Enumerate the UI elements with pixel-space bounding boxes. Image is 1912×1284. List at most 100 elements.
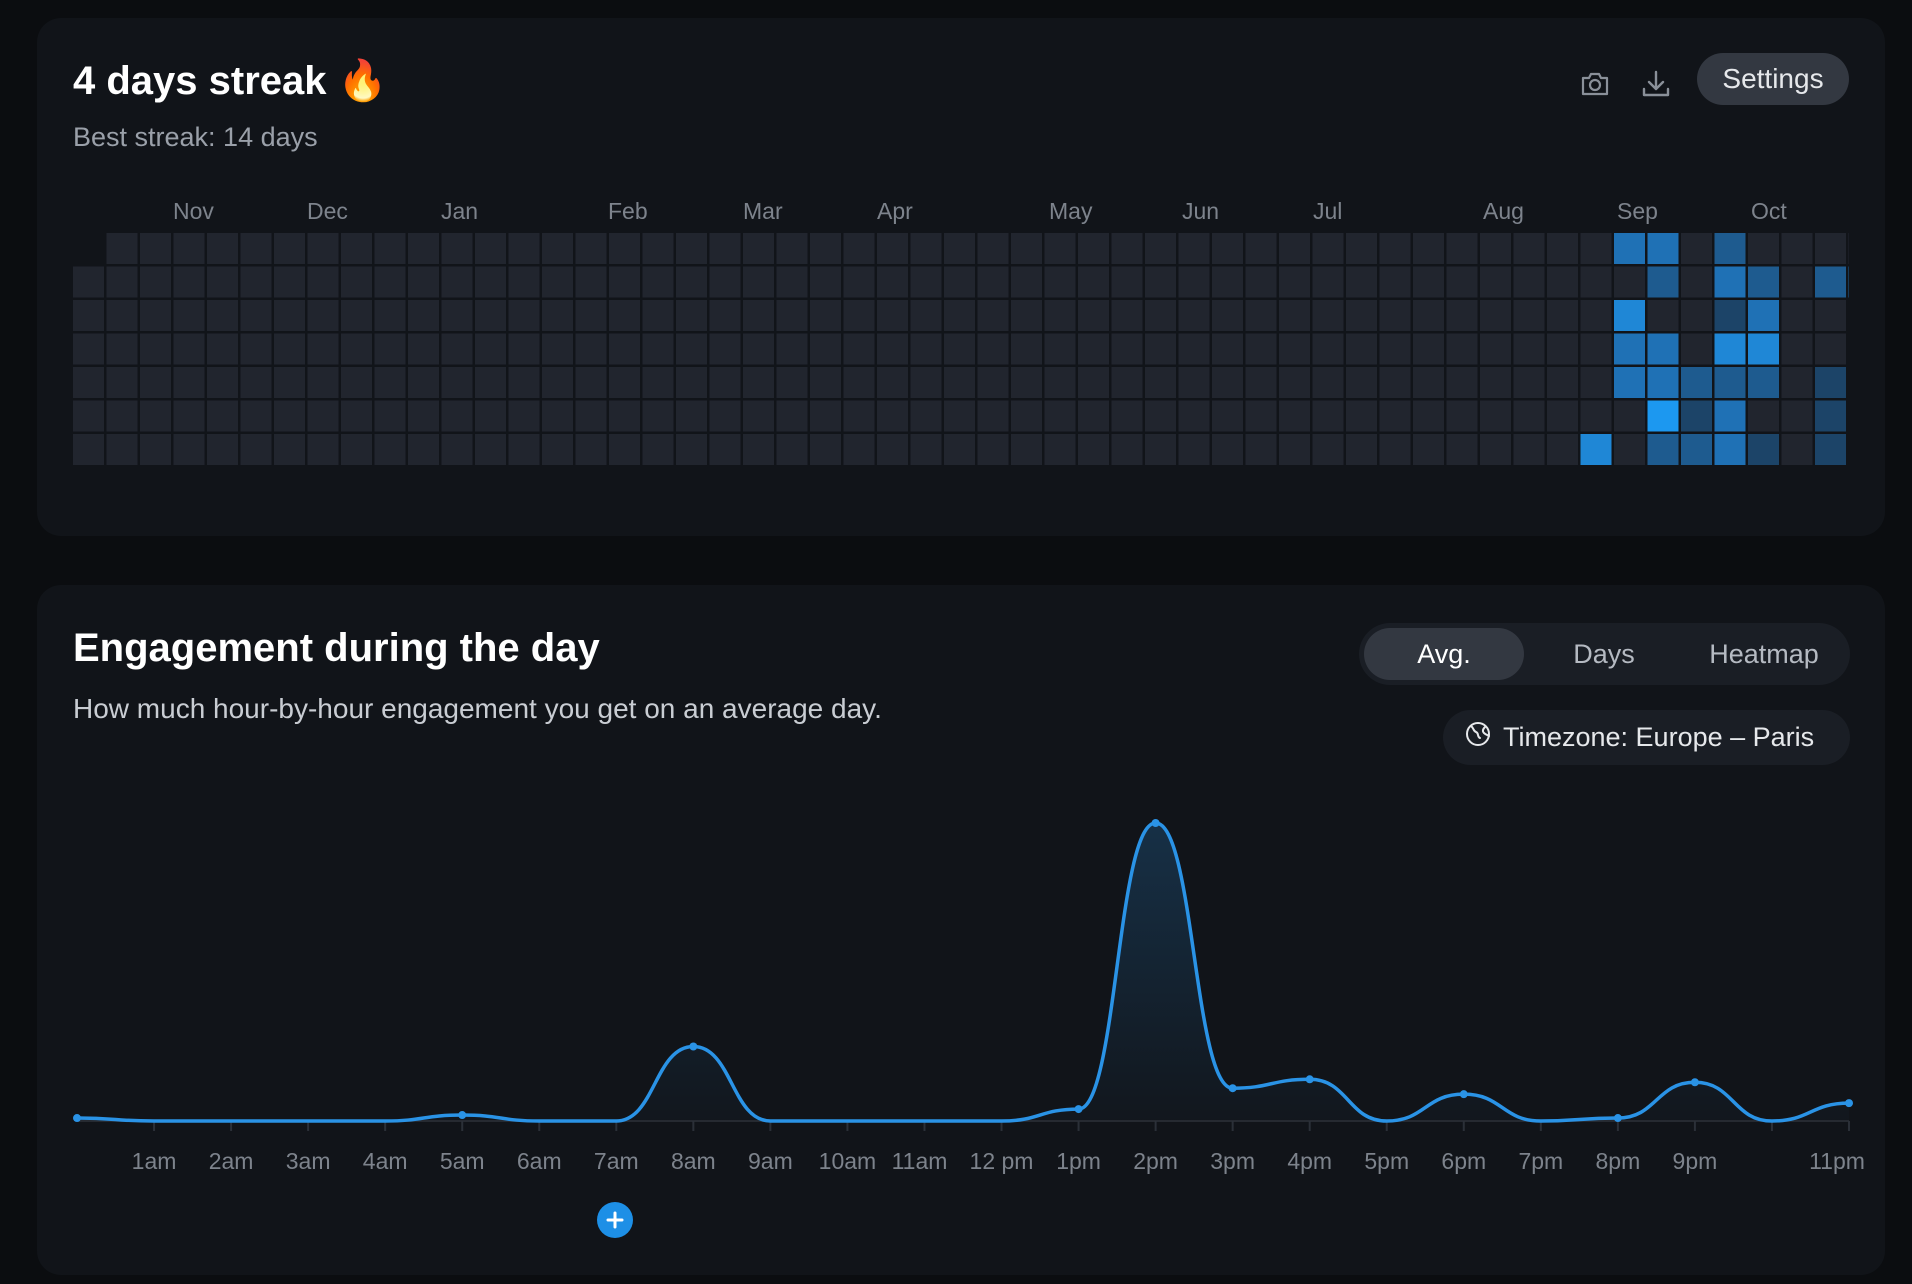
heatmap-day-cell[interactable] [1513,400,1545,432]
data-point[interactable] [1074,1105,1083,1114]
heatmap-day-cell[interactable] [1078,434,1109,465]
heatmap-day-cell[interactable] [1245,367,1277,398]
heatmap-day-cell[interactable] [1346,266,1377,298]
heatmap-day-cell[interactable] [1346,434,1377,465]
heatmap-day-cell[interactable] [207,367,238,398]
heatmap-day-cell[interactable] [1815,434,1846,465]
heatmap-day-cell[interactable] [1312,233,1344,264]
heatmap-day-cell[interactable] [341,266,372,298]
heatmap-day-cell[interactable] [1111,434,1143,465]
heatmap-day-cell[interactable] [575,333,607,365]
heatmap-day-cell[interactable] [1781,434,1813,465]
heatmap-day-cell[interactable] [1614,266,1645,298]
heatmap-day-cell[interactable] [173,300,205,331]
heatmap-day-cell[interactable] [1346,233,1377,264]
heatmap-day-cell[interactable] [73,400,104,432]
timezone-button[interactable]: Timezone: Europe – Paris [1443,710,1850,765]
heatmap-day-cell[interactable] [743,333,774,365]
heatmap-day-cell[interactable] [877,233,908,264]
heatmap-day-cell[interactable] [575,233,607,264]
heatmap-day-cell[interactable] [1212,266,1243,298]
heatmap-day-cell[interactable] [274,333,305,365]
heatmap-day-cell[interactable] [173,367,205,398]
heatmap-day-cell[interactable] [274,367,305,398]
heatmap-day-cell[interactable] [441,300,473,331]
heatmap-day-cell[interactable] [1513,266,1545,298]
heatmap-day-cell[interactable] [1346,400,1377,432]
heatmap-day-cell[interactable] [475,300,506,331]
data-point[interactable] [1613,1114,1622,1123]
heatmap-day-cell[interactable] [1580,333,1612,365]
heatmap-day-cell[interactable] [441,233,473,264]
heatmap-day-cell[interactable] [709,333,741,365]
heatmap-day-cell[interactable] [1178,367,1210,398]
heatmap-day-cell[interactable] [140,233,171,264]
heatmap-day-cell[interactable] [408,367,439,398]
heatmap-day-cell[interactable] [1513,300,1545,331]
heatmap-day-cell[interactable] [1245,233,1277,264]
heatmap-day-cell[interactable] [1413,367,1444,398]
heatmap-day-cell[interactable] [1714,233,1746,264]
heatmap-day-cell[interactable] [977,333,1009,365]
heatmap-day-cell[interactable] [1748,300,1779,331]
heatmap-day-cell[interactable] [1011,233,1042,264]
heatmap-day-cell[interactable] [709,400,741,432]
heatmap-day-cell[interactable] [240,367,272,398]
heatmap-day-cell[interactable] [1714,367,1746,398]
heatmap-day-cell[interactable] [1044,434,1076,465]
heatmap-day-cell[interactable] [1446,400,1478,432]
heatmap-day-cell[interactable] [1379,400,1411,432]
heatmap-day-cell[interactable] [1111,400,1143,432]
heatmap-day-cell[interactable] [743,367,774,398]
heatmap-day-cell[interactable] [1413,233,1444,264]
heatmap-day-cell[interactable] [1279,367,1310,398]
heatmap-day-cell[interactable] [609,266,640,298]
heatmap-day-cell[interactable] [1145,300,1176,331]
heatmap-day-cell[interactable] [1781,233,1813,264]
heatmap-day-cell[interactable] [1547,233,1578,264]
heatmap-day-cell[interactable] [508,400,540,432]
heatmap-day-cell[interactable] [1212,333,1243,365]
heatmap-day-cell[interactable] [1312,434,1344,465]
heatmap-day-cell[interactable] [73,300,104,331]
heatmap-day-cell[interactable] [1580,300,1612,331]
heatmap-day-cell[interactable] [1614,434,1645,465]
heatmap-day-cell[interactable] [910,300,942,331]
heatmap-day-cell[interactable] [1279,300,1310,331]
heatmap-day-cell[interactable] [642,266,674,298]
heatmap-day-cell[interactable] [776,333,808,365]
heatmap-day-cell[interactable] [743,266,774,298]
heatmap-day-cell[interactable] [475,266,506,298]
data-point[interactable] [1151,819,1160,827]
heatmap-day-cell[interactable] [1279,400,1310,432]
heatmap-day-cell[interactable] [743,300,774,331]
heatmap-day-cell[interactable] [1614,300,1645,331]
heatmap-day-cell[interactable] [374,400,406,432]
heatmap-day-cell[interactable] [1245,266,1277,298]
heatmap-day-cell[interactable] [1547,434,1578,465]
heatmap-day-cell[interactable] [1781,266,1813,298]
heatmap-day-cell[interactable] [1446,266,1478,298]
heatmap-day-cell[interactable] [1580,233,1612,264]
heatmap-day-cell[interactable] [374,434,406,465]
heatmap-day-cell[interactable] [609,400,640,432]
heatmap-day-cell[interactable] [1044,300,1076,331]
heatmap-day-cell[interactable] [307,300,339,331]
heatmap-day-cell[interactable] [542,333,573,365]
heatmap-day-cell[interactable] [106,434,138,465]
heatmap-day-cell[interactable] [140,266,171,298]
heatmap-day-cell[interactable] [73,434,104,465]
heatmap-day-cell[interactable] [944,367,975,398]
download-icon[interactable] [1634,62,1678,106]
camera-icon[interactable] [1573,62,1617,106]
heatmap-day-cell[interactable] [776,300,808,331]
heatmap-day-cell[interactable] [743,434,774,465]
heatmap-day-cell[interactable] [374,333,406,365]
heatmap-day-cell[interactable] [441,434,473,465]
heatmap-day-cell[interactable] [1748,367,1779,398]
heatmap-day-cell[interactable] [1748,266,1779,298]
heatmap-day-cell[interactable] [1614,333,1645,365]
heatmap-day-cell[interactable] [341,333,372,365]
heatmap-day-cell[interactable] [374,233,406,264]
heatmap-day-cell[interactable] [408,233,439,264]
